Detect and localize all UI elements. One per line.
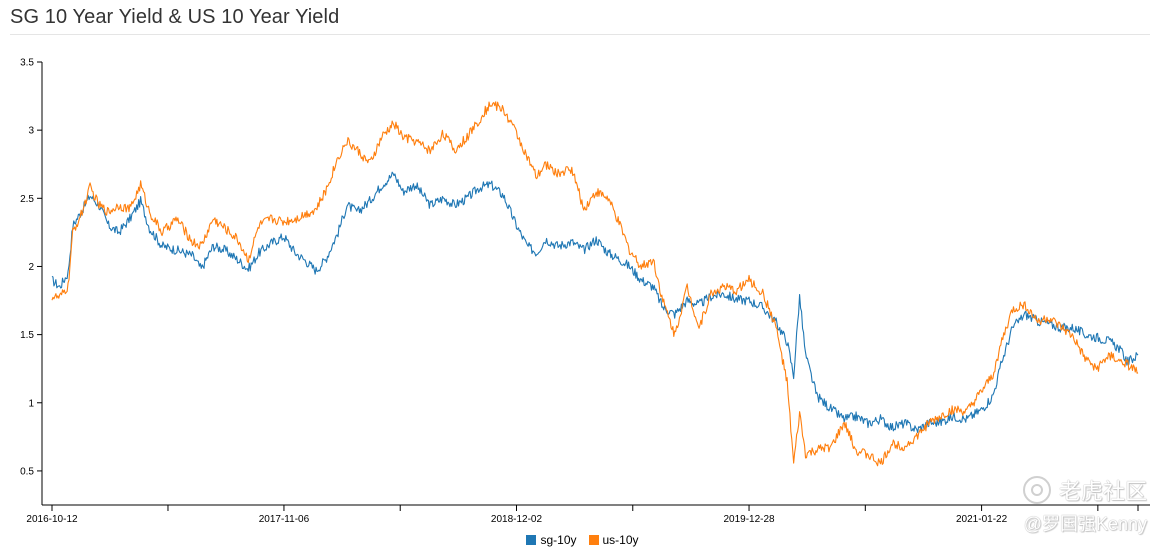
x-tick-label: 2019-12-28 [723, 514, 775, 525]
y-tick-label: 2.5 [20, 194, 34, 205]
y-tick-label: 0.5 [20, 466, 34, 477]
y-tick-label: 1.5 [20, 330, 34, 341]
y-tick-label: 2 [28, 262, 34, 273]
x-tick-label: 2016-10-12 [26, 514, 78, 525]
tiger-logo-icon [1022, 476, 1051, 504]
x-tick-label: 2021-01-22 [956, 514, 1008, 525]
y-tick-label: 3 [28, 126, 34, 137]
series-line-us-10y[interactable] [51, 101, 1139, 467]
y-tick-label: 3.5 [20, 58, 34, 69]
legend-label-us-10y: us-10y [602, 533, 639, 547]
title-divider [10, 34, 1150, 35]
watermark-author: @罗国强Kenny [1023, 514, 1147, 534]
line-chart[interactable]: 0.5 1 1.5 2 2.5 3 3.5 2016-10-12 2017-11-06 2018… [0, 0, 1165, 530]
x-axis: 2016-10-12 2017-11-06 2018-12-02 2019-12-28… [26, 504, 1150, 525]
x-tick-label: 2018-12-02 [491, 514, 543, 525]
watermark-brand: 老虎社区 [1058, 479, 1147, 504]
watermark: 老虎社区 @罗国强Kenny [1022, 474, 1147, 536]
legend-item-sg-10y[interactable]: sg-10y [526, 532, 577, 548]
legend-swatch-us-10y [588, 535, 599, 545]
series-line-sg-10y[interactable] [51, 171, 1139, 434]
chart-title: SG 10 Year Yield & US 10 Year Yield [10, 6, 340, 28]
legend-label-sg-10y: sg-10y [540, 533, 577, 547]
series-layer [51, 101, 1139, 467]
x-tick-label: 2017-11-06 [259, 514, 310, 525]
legend: sg-10y us-10y [0, 532, 1165, 548]
legend-item-us-10y[interactable]: us-10y [588, 532, 639, 548]
legend-swatch-sg-10y [526, 535, 537, 545]
y-tick-label: 1 [28, 398, 34, 409]
y-axis: 0.5 1 1.5 2 2.5 3 3.5 [20, 58, 43, 505]
